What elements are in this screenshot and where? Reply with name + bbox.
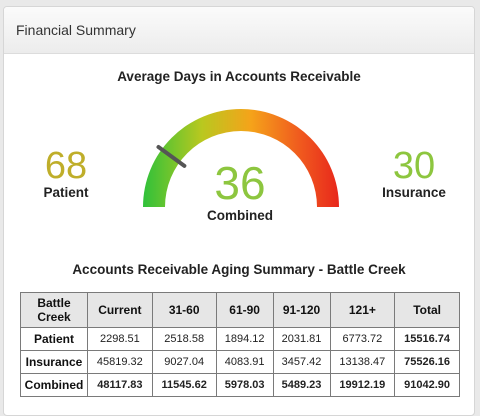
aging-table-title: Accounts Receivable Aging Summary - Batt… bbox=[72, 262, 406, 277]
table-row-combined: Combined 48117.83 11545.62 5978.03 5489.… bbox=[20, 373, 460, 397]
table-row-patient: Patient 2298.51 2518.58 1894.12 2031.81 … bbox=[20, 327, 460, 351]
aging-header-row: Battle Creek Current 31-60 61-90 91-120 … bbox=[20, 292, 460, 328]
table-cell: 2518.58 bbox=[151, 327, 217, 351]
insurance-days-value: 30 bbox=[392, 145, 436, 187]
gauge-title: Average Days in Accounts Receivable bbox=[117, 69, 361, 84]
column-header: 91-120 bbox=[272, 292, 331, 328]
table-cell: 48117.83 bbox=[87, 373, 153, 397]
column-header: Total bbox=[394, 292, 460, 328]
table-cell: 1894.12 bbox=[215, 327, 274, 351]
column-header: 31-60 bbox=[151, 292, 217, 328]
table-cell: 11545.62 bbox=[151, 373, 217, 397]
ar-days-gauge bbox=[143, 109, 339, 207]
table-cell: 9027.04 bbox=[151, 350, 217, 374]
combined-days-label: Combined bbox=[207, 208, 273, 223]
table-cell: 19912.19 bbox=[329, 373, 396, 397]
table-cell: 2298.51 bbox=[87, 327, 153, 351]
table-cell: 13138.47 bbox=[329, 350, 396, 374]
patient-days-label: Patient bbox=[43, 185, 89, 200]
total-cell: 91042.90 bbox=[394, 373, 460, 397]
row-label: Patient bbox=[20, 327, 88, 351]
insurance-days-label: Insurance bbox=[382, 185, 446, 200]
table-cell: 3457.42 bbox=[272, 350, 331, 374]
gauge-needle bbox=[156, 145, 187, 168]
gauge-arc bbox=[143, 109, 339, 207]
table-cell: 45819.32 bbox=[87, 350, 153, 374]
row-label: Combined bbox=[20, 373, 88, 397]
column-header: 61-90 bbox=[215, 292, 274, 328]
total-cell: 15516.74 bbox=[394, 327, 460, 351]
panel-header: Financial Summary bbox=[4, 7, 474, 54]
patient-days-value: 68 bbox=[44, 145, 88, 187]
column-header: 121+ bbox=[329, 292, 396, 328]
table-row-insurance: Insurance 45819.32 9027.04 4083.91 3457.… bbox=[20, 350, 460, 374]
table-cell: 5489.23 bbox=[272, 373, 331, 397]
table-cell: 6773.72 bbox=[329, 327, 396, 351]
row-label: Insurance bbox=[20, 350, 88, 374]
table-cell: 5978.03 bbox=[215, 373, 274, 397]
total-cell: 75526.16 bbox=[394, 350, 460, 374]
column-header: Current bbox=[87, 292, 153, 328]
combined-days-value: 36 bbox=[214, 157, 266, 209]
financial-summary-panel: Financial Summary Average Days in Accoun… bbox=[3, 6, 475, 416]
table-cell: 2031.81 bbox=[272, 327, 331, 351]
panel-title: Financial Summary bbox=[16, 22, 136, 38]
table-cell: 4083.91 bbox=[215, 350, 274, 374]
column-header: Battle Creek bbox=[20, 292, 88, 328]
aging-summary-table: Battle Creek Current 31-60 61-90 91-120 … bbox=[20, 292, 460, 397]
